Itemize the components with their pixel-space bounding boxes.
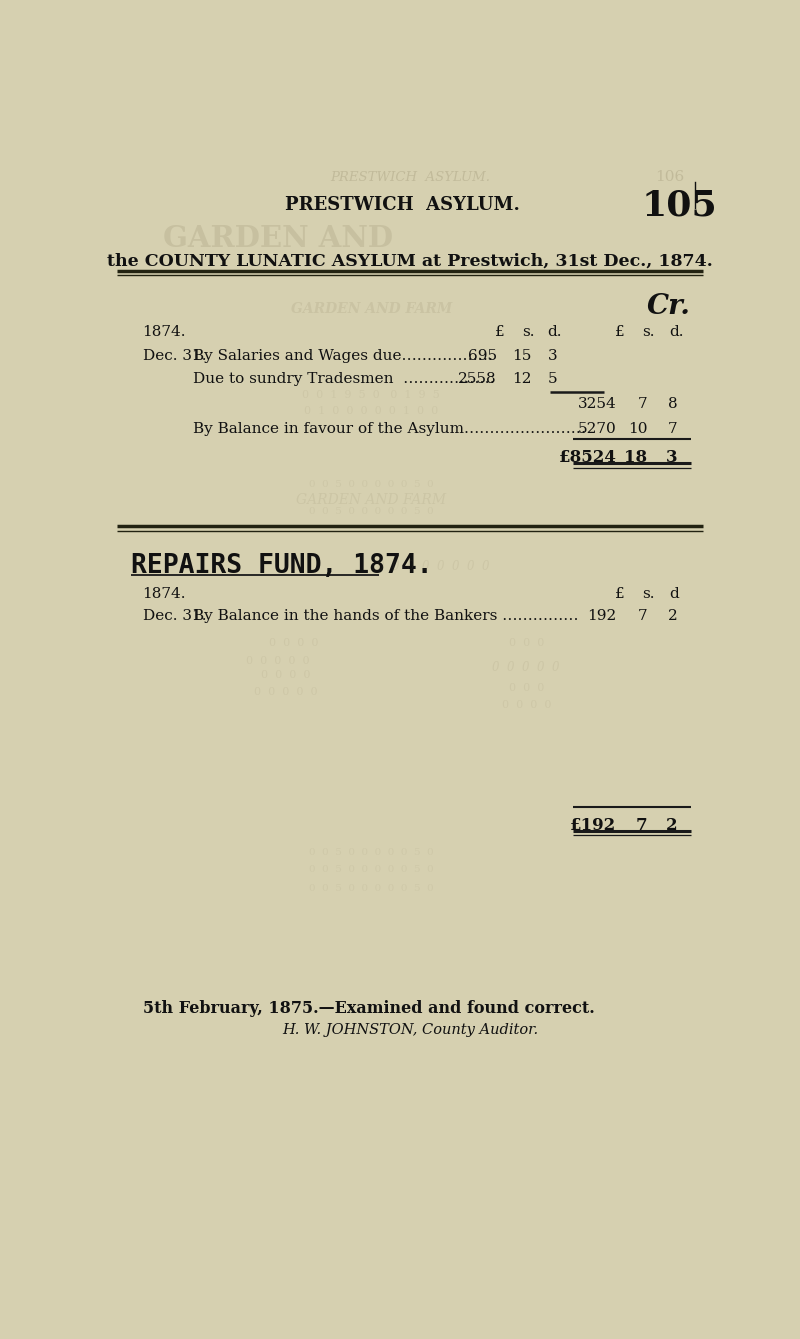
Text: 0  0  5  0  0  0  0  0  5  0: 0 0 5 0 0 0 0 0 5 0	[309, 848, 434, 857]
Text: £: £	[615, 588, 625, 601]
Text: s.: s.	[642, 588, 655, 601]
Text: 0  0  5  0  0  0  0  0  5  0: 0 0 5 0 0 0 0 0 5 0	[309, 885, 434, 893]
Text: 2: 2	[668, 609, 678, 623]
Text: 0  0  5  0  0  0  0  0  5  0: 0 0 5 0 0 0 0 0 5 0	[309, 507, 434, 516]
Text: 1874.: 1874.	[142, 324, 186, 339]
Text: 2: 2	[666, 817, 678, 834]
Text: 0  0  0  0  0: 0 0 0 0 0	[246, 656, 310, 665]
Text: 106: 106	[655, 170, 684, 183]
Text: 0  0  0  0  0: 0 0 0 0 0	[254, 687, 318, 696]
Text: H. W. JOHNSTON, County Auditor.: H. W. JOHNSTON, County Auditor.	[282, 1023, 538, 1038]
Text: 3: 3	[548, 348, 558, 363]
Text: By Salaries and Wages due………………: By Salaries and Wages due………………	[193, 348, 493, 363]
Text: 0  0  0  0: 0 0 0 0	[262, 671, 310, 680]
Text: 0  0  0  0  0  0  0  0: 0 0 0 0 0 0 0 0	[377, 560, 490, 573]
Text: Cr.: Cr.	[646, 293, 690, 320]
Text: 0  0  0: 0 0 0	[509, 639, 544, 648]
Text: 0  0  0  0: 0 0 0 0	[502, 700, 551, 710]
Text: Dec. 31.: Dec. 31.	[142, 609, 206, 623]
Text: 7: 7	[635, 817, 647, 834]
Text: 10: 10	[628, 423, 647, 437]
Text: £8524: £8524	[558, 449, 616, 466]
Text: s.: s.	[642, 324, 655, 339]
Text: 3: 3	[666, 449, 678, 466]
Text: 1874.: 1874.	[142, 588, 186, 601]
Text: 7: 7	[668, 423, 678, 437]
Text: 695: 695	[468, 348, 497, 363]
Text: 0  0  5  0  0  0  0  0  5  0: 0 0 5 0 0 0 0 0 5 0	[309, 481, 434, 489]
Text: 12: 12	[512, 372, 532, 386]
Text: 5th February, 1875.—Examined and found correct.: 5th February, 1875.—Examined and found c…	[142, 1000, 594, 1018]
Text: 0  0  1  9  5  0   0  1  9  5: 0 0 1 9 5 0 0 1 9 5	[302, 390, 440, 400]
Text: £: £	[495, 324, 505, 339]
Text: By Balance in the hands of the Bankers ……………: By Balance in the hands of the Bankers ……	[193, 609, 578, 623]
Text: 15: 15	[512, 348, 532, 363]
Text: 8: 8	[668, 398, 678, 411]
Text: By Balance in favour of the Asylum……………………: By Balance in favour of the Asylum…………………	[193, 423, 586, 437]
Text: 0  1  0  0  0  0  0  1  0  0: 0 1 0 0 0 0 0 1 0 0	[304, 406, 438, 415]
Text: the COUNTY LUNATIC ASYLUM at Prestwich, 31st Dec., 1874.: the COUNTY LUNATIC ASYLUM at Prestwich, …	[107, 253, 713, 270]
Text: d.: d.	[670, 324, 684, 339]
Text: £192: £192	[570, 817, 616, 834]
Text: 18: 18	[624, 449, 647, 466]
Text: GARDEN AND FARM: GARDEN AND FARM	[296, 493, 446, 507]
Text: 7: 7	[638, 609, 647, 623]
Text: 2558: 2558	[458, 372, 497, 386]
Text: £: £	[615, 324, 625, 339]
Text: Dec. 31.: Dec. 31.	[142, 348, 206, 363]
Text: 192: 192	[587, 609, 616, 623]
Text: GARDEN AND: GARDEN AND	[163, 224, 394, 253]
Text: GARDEN AND FARM: GARDEN AND FARM	[290, 301, 452, 316]
Text: REPAIRS FUND, 1874.: REPAIRS FUND, 1874.	[131, 553, 433, 580]
Text: 3254: 3254	[578, 398, 616, 411]
Text: 0  0  0  0  0: 0 0 0 0 0	[493, 661, 560, 674]
Text: 0  0  0  0: 0 0 0 0	[269, 639, 318, 648]
Text: s.: s.	[522, 324, 535, 339]
Text: 5: 5	[548, 372, 558, 386]
Text: d.: d.	[547, 324, 562, 339]
Text: 0  0  0: 0 0 0	[509, 683, 544, 692]
Text: 7: 7	[638, 398, 647, 411]
Text: 105: 105	[642, 189, 718, 222]
Text: 0  0  5  0  0  0  0  0  5  0: 0 0 5 0 0 0 0 0 5 0	[309, 865, 434, 874]
Text: PRESTWICH  ASYLUM.: PRESTWICH ASYLUM.	[330, 171, 490, 185]
Text: PRESTWICH  ASYLUM.: PRESTWICH ASYLUM.	[285, 195, 520, 214]
Text: 5270: 5270	[578, 423, 616, 437]
Text: Due to sundry Tradesmen  ………………: Due to sundry Tradesmen ………………	[193, 372, 494, 386]
Text: d: d	[670, 588, 679, 601]
